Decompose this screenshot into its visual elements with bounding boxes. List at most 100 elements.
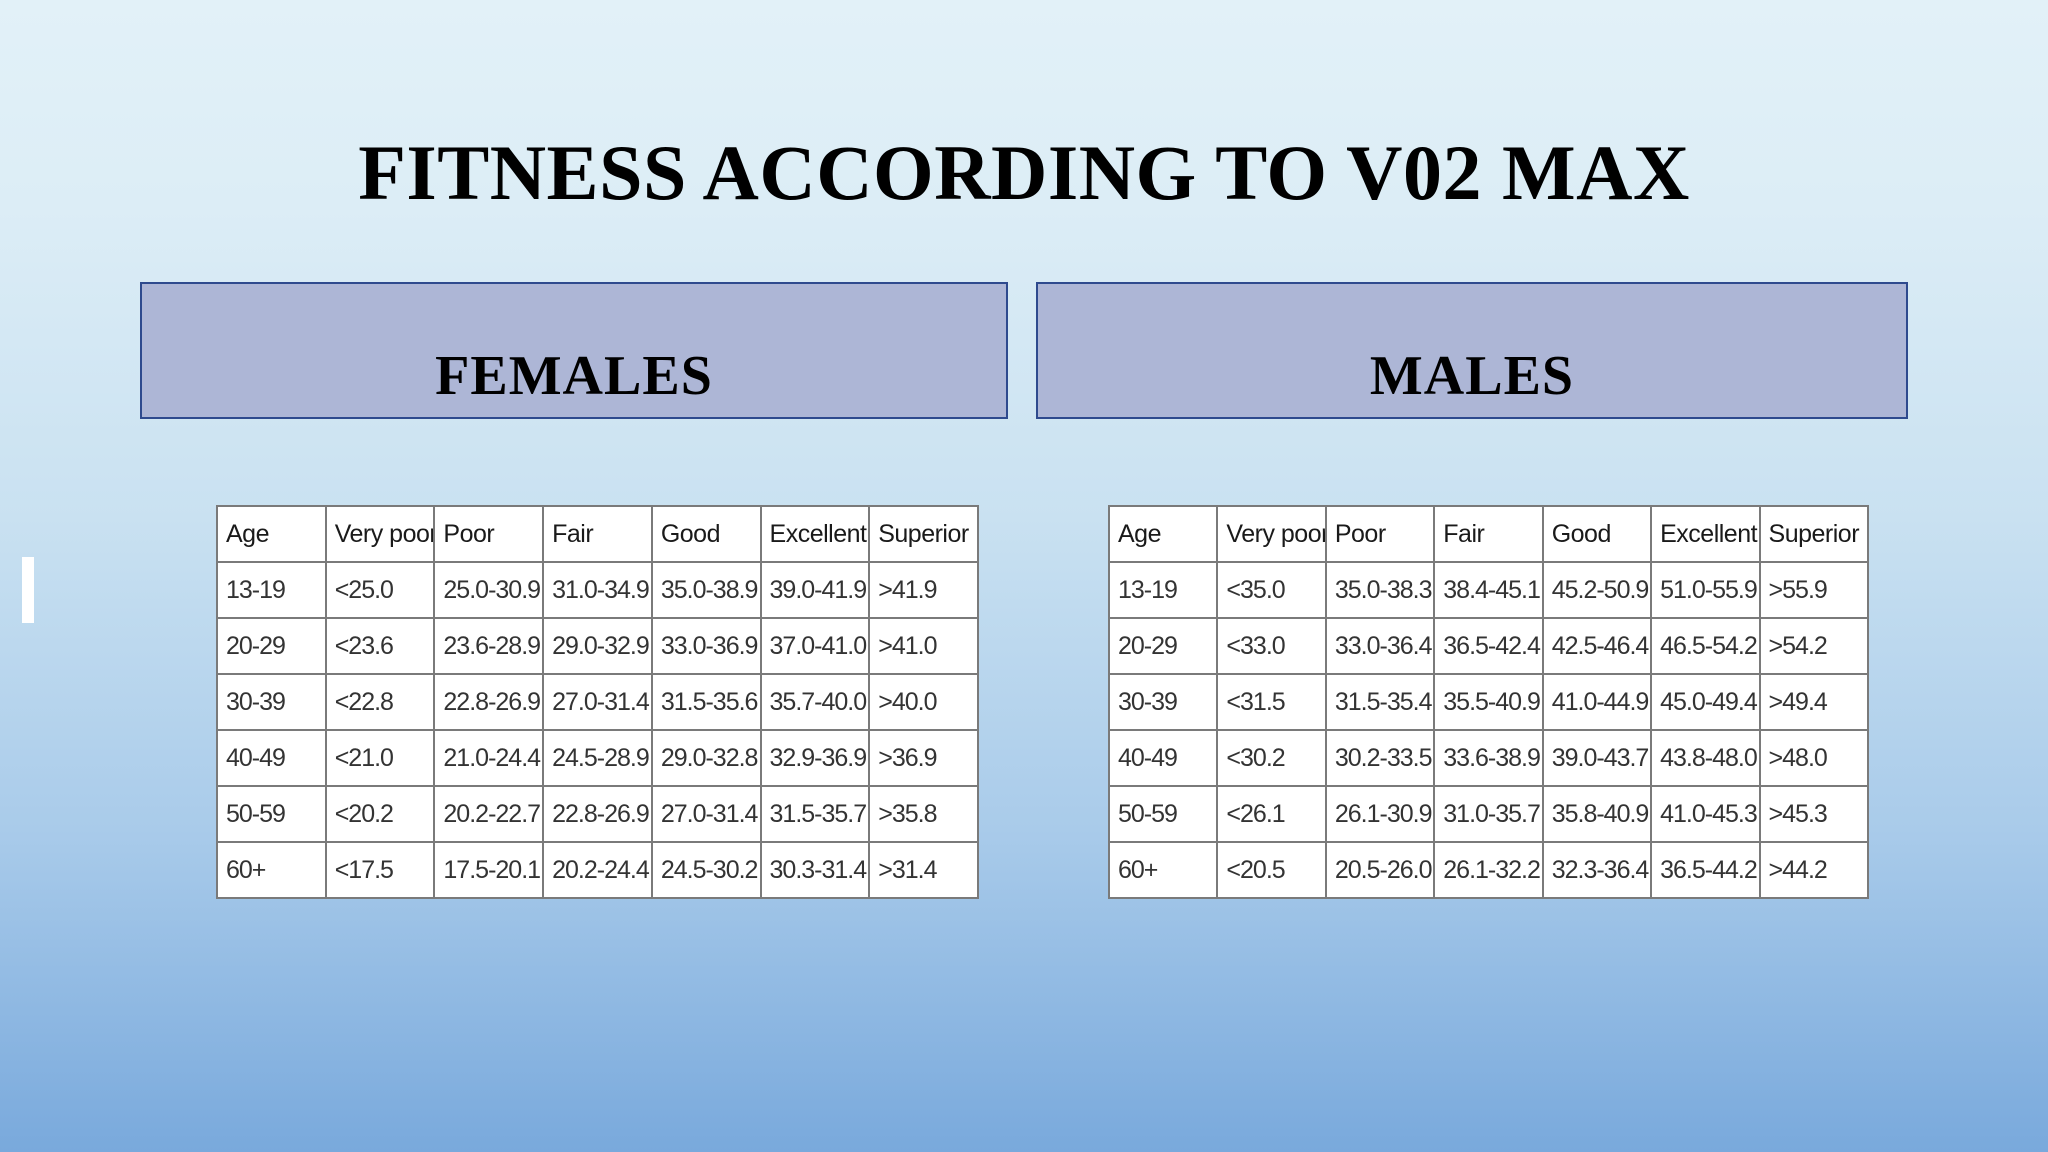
table-cell: <20.2 (324, 785, 436, 843)
table-cell: 46.5-54.2 (1650, 617, 1761, 675)
table-row: 40-49 <21.0 21.0-24.4 24.5-28.9 29.0-32.… (216, 729, 979, 787)
table-cell: 50-59 (1107, 785, 1219, 843)
table-cell: 30.2-33.5 (1324, 729, 1436, 787)
table-cell: 35.0-38.9 (650, 561, 762, 619)
column-header-very-poor: Very poor (324, 505, 436, 563)
table-cell: 60+ (216, 841, 327, 899)
table-cell: 35.0-38.3 (1324, 561, 1436, 619)
table-cell: 41.0-45.3 (1650, 785, 1761, 843)
table-cell: 13-19 (1107, 561, 1219, 619)
females-vo2-table: Age Very poor Poor Fair Good Excellent S… (216, 505, 979, 899)
slide-title: FITNESS ACCORDING TO V02 MAX (358, 129, 1690, 216)
table-row: 50-59 <26.1 26.1-30.9 31.0-35.7 35.8-40.… (1107, 785, 1870, 843)
table-cell: 20.2-22.7 (433, 785, 545, 843)
table-cell: >48.0 (1758, 729, 1870, 787)
table-cell: 20-29 (216, 617, 327, 675)
table-cell: <30.2 (1216, 729, 1327, 787)
table-cell: 35.7-40.0 (759, 673, 871, 731)
table-cell: <26.1 (1216, 785, 1327, 843)
column-header-superior: Superior (1758, 505, 1870, 563)
males-header-box: MALES (1036, 282, 1908, 419)
table-cell: 27.0-31.4 (542, 673, 653, 731)
table-header-row: Age Very poor Poor Fair Good Excellent S… (1107, 505, 1870, 563)
table-row: 60+ <20.5 20.5-26.0 26.1-32.2 32.3-36.4 … (1107, 841, 1870, 899)
table-cell: 26.1-30.9 (1324, 785, 1436, 843)
table-cell: 38.4-45.1 (1433, 561, 1544, 619)
table-cell: 42.5-46.4 (1541, 617, 1653, 675)
table-header-row: Age Very poor Poor Fair Good Excellent S… (216, 505, 979, 563)
table-cell: >49.4 (1758, 673, 1870, 731)
table-cell: <35.0 (1216, 561, 1327, 619)
column-header-fair: Fair (1433, 505, 1544, 563)
table-row: 30-39 <22.8 22.8-26.9 27.0-31.4 31.5-35.… (216, 673, 979, 731)
table-cell: 37.0-41.0 (759, 617, 871, 675)
females-heading: FEMALES (435, 345, 713, 407)
table-cell: <17.5 (324, 841, 436, 899)
table-cell: 22.8-26.9 (433, 673, 545, 731)
table-cell: <21.0 (324, 729, 436, 787)
table-cell: 51.0-55.9 (1650, 561, 1761, 619)
table-cell: 50-59 (216, 785, 327, 843)
table-cell: 35.5-40.9 (1433, 673, 1544, 731)
table-cell: 45.2-50.9 (1541, 561, 1653, 619)
table-cell: >35.8 (868, 785, 979, 843)
table-cell: 27.0-31.4 (650, 785, 762, 843)
table-row: 20-29 <23.6 23.6-28.9 29.0-32.9 33.0-36.… (216, 617, 979, 675)
table-cell: <23.6 (324, 617, 436, 675)
table-cell: 17.5-20.1 (433, 841, 545, 899)
table-cell: <22.8 (324, 673, 436, 731)
table-cell: 20.5-26.0 (1324, 841, 1436, 899)
table-cell: 25.0-30.9 (433, 561, 545, 619)
table-cell: 40-49 (1107, 729, 1219, 787)
table-cell: 24.5-28.9 (542, 729, 653, 787)
table-cell: >44.2 (1758, 841, 1870, 899)
males-heading: MALES (1369, 345, 1575, 407)
table-cell: 21.0-24.4 (433, 729, 545, 787)
table-cell: 29.0-32.8 (650, 729, 762, 787)
table-cell: 20.2-24.4 (542, 841, 653, 899)
table-cell: 36.5-44.2 (1650, 841, 1761, 899)
table-cell: 33.0-36.9 (650, 617, 762, 675)
table-cell: 40-49 (216, 729, 327, 787)
table-row: 20-29 <33.0 33.0-36.4 36.5-42.4 42.5-46.… (1107, 617, 1870, 675)
slide-marker (22, 557, 34, 623)
column-header-poor: Poor (433, 505, 545, 563)
table-row: 50-59 <20.2 20.2-22.7 22.8-26.9 27.0-31.… (216, 785, 979, 843)
column-header-age: Age (216, 505, 327, 563)
table-cell: 33.6-38.9 (1433, 729, 1544, 787)
table-cell: <25.0 (324, 561, 436, 619)
table-cell: 23.6-28.9 (433, 617, 545, 675)
table-cell: 32.3-36.4 (1541, 841, 1653, 899)
table-cell: >31.4 (868, 841, 979, 899)
column-header-good: Good (650, 505, 762, 563)
column-header-fair: Fair (542, 505, 653, 563)
table-cell: >41.9 (868, 561, 979, 619)
table-cell: <20.5 (1216, 841, 1327, 899)
table-cell: 45.0-49.4 (1650, 673, 1761, 731)
table-cell: >45.3 (1758, 785, 1870, 843)
table-cell: 30-39 (216, 673, 327, 731)
table-cell: 39.0-43.7 (1541, 729, 1653, 787)
table-cell: >55.9 (1758, 561, 1870, 619)
table-cell: 31.5-35.6 (650, 673, 762, 731)
column-header-age: Age (1107, 505, 1219, 563)
table-cell: >54.2 (1758, 617, 1870, 675)
table-row: 13-19 <35.0 35.0-38.3 38.4-45.1 45.2-50.… (1107, 561, 1870, 619)
table-cell: 22.8-26.9 (542, 785, 653, 843)
table-cell: 43.8-48.0 (1650, 729, 1761, 787)
column-header-excellent: Excellent (759, 505, 871, 563)
males-vo2-table: Age Very poor Poor Fair Good Excellent S… (1107, 505, 1870, 899)
table-cell: 32.9-36.9 (759, 729, 871, 787)
table-cell: >36.9 (868, 729, 979, 787)
table-cell: 20-29 (1107, 617, 1219, 675)
table-cell: 26.1-32.2 (1433, 841, 1544, 899)
table-cell: 29.0-32.9 (542, 617, 653, 675)
table-cell: >40.0 (868, 673, 979, 731)
table-cell: 30.3-31.4 (759, 841, 871, 899)
column-header-excellent: Excellent (1650, 505, 1761, 563)
table-cell: 36.5-42.4 (1433, 617, 1544, 675)
table-row: 30-39 <31.5 31.5-35.4 35.5-40.9 41.0-44.… (1107, 673, 1870, 731)
table-cell: 60+ (1107, 841, 1219, 899)
column-header-good: Good (1541, 505, 1653, 563)
table-cell: >41.0 (868, 617, 979, 675)
